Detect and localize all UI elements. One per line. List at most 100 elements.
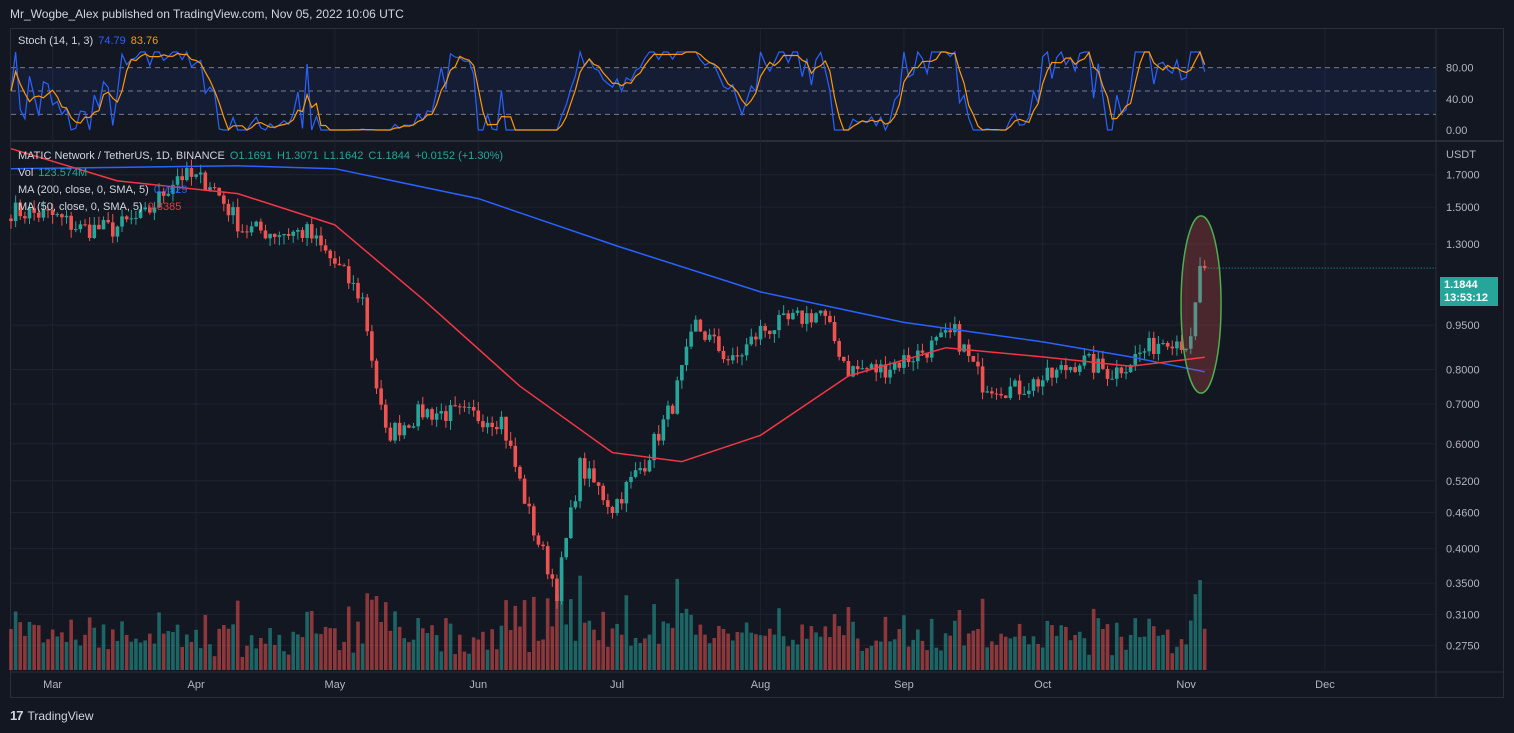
volume-bar: [129, 641, 134, 670]
candle-body: [1128, 364, 1133, 373]
candle-body: [592, 468, 596, 483]
vol-label: Vol: [18, 167, 34, 179]
price-tick-label: 0.7000: [1446, 399, 1480, 411]
volume-bar: [73, 639, 78, 670]
candle-body: [346, 266, 351, 284]
candle-body: [134, 217, 138, 219]
candle-body: [929, 340, 934, 358]
candle-body: [342, 265, 346, 267]
volume-bar: [50, 629, 55, 670]
candle-body: [758, 325, 763, 340]
ma200-legend: MA (200, close, 0, SMA, 5) 0.7929: [18, 184, 193, 196]
volume-bar: [522, 600, 527, 670]
candle-body: [161, 191, 166, 196]
ma50-legend: MA (50, close, 0, SMA, 5) 0.8385: [18, 201, 186, 213]
volume-bar: [494, 649, 499, 670]
candle-body: [666, 405, 670, 420]
candle-body: [259, 221, 263, 231]
candle-body: [291, 231, 296, 236]
volume-bar: [198, 648, 203, 670]
candle-body: [208, 187, 212, 191]
candle-body: [471, 407, 476, 411]
volume-bar: [434, 635, 439, 670]
candle-body: [1133, 353, 1138, 365]
volume-bar: [337, 650, 342, 670]
candle-body: [643, 468, 647, 472]
candle-body: [9, 218, 13, 222]
candle-body: [962, 344, 966, 352]
candle-body: [175, 176, 180, 185]
candle-body: [1031, 379, 1036, 391]
candle-body: [1087, 353, 1091, 356]
volume-bar: [467, 653, 471, 670]
volume-bar: [1128, 634, 1133, 670]
candle-body: [1147, 337, 1151, 352]
candle-body: [147, 207, 152, 213]
candle-body: [323, 245, 328, 251]
volume-bar: [911, 639, 915, 670]
candle-body: [610, 506, 615, 513]
volume-bar: [485, 649, 490, 670]
candle-body: [550, 574, 555, 579]
candle-body: [892, 362, 897, 370]
ma50-value: 0.8385: [147, 201, 182, 213]
time-tick-label: Aug: [751, 679, 771, 691]
volume-bar: [804, 638, 809, 670]
volume-bar: [615, 623, 619, 670]
candle-body: [481, 421, 485, 428]
tradingview-logo-icon: 17: [10, 708, 24, 723]
candle-body: [564, 538, 568, 558]
candle-body: [569, 507, 573, 539]
candle-body: [1045, 367, 1050, 381]
candle-body: [1165, 342, 1170, 347]
candle-body: [1142, 351, 1147, 353]
volume-bar: [897, 629, 902, 670]
breakout-highlight-ellipse: [1180, 215, 1222, 394]
candle-body: [911, 361, 915, 363]
volume-bar: [869, 645, 874, 670]
stoch-k-value: 74.79: [98, 35, 126, 47]
candle-body: [351, 282, 356, 284]
volume-bar: [638, 643, 643, 670]
time-tick-label: Nov: [1176, 679, 1196, 691]
candle-body: [430, 409, 434, 420]
candle-body: [518, 466, 522, 479]
candle-body: [319, 235, 323, 246]
time-tick-label: Oct: [1034, 679, 1051, 691]
volume-bar: [217, 628, 221, 670]
symbol-legend: MATIC Network / TetherUS, 1D, BINANCE O1.…: [18, 150, 508, 162]
volume-bar: [333, 628, 337, 670]
volume-bar: [305, 611, 309, 670]
volume-bar: [124, 634, 129, 670]
candle-body: [527, 503, 531, 507]
candle-body: [476, 410, 481, 422]
candle-body: [245, 231, 249, 233]
volume-bar: [64, 641, 69, 670]
candle-body: [32, 208, 36, 213]
chart-frame[interactable]: [10, 28, 1504, 698]
volume-bar: [425, 633, 430, 670]
candle-body: [83, 224, 87, 226]
candle-body: [754, 336, 758, 340]
volume-bar: [476, 639, 481, 670]
volume-bar: [222, 624, 226, 670]
volume-bar: [83, 634, 87, 670]
candle-body: [920, 350, 925, 353]
volume-bar: [1017, 623, 1022, 670]
bar-countdown: 13:53:12: [1444, 292, 1489, 304]
candle-body: [189, 168, 194, 177]
candle-body: [957, 324, 962, 352]
candle-body: [800, 310, 804, 324]
volume-bar: [212, 656, 217, 670]
candle-body: [157, 191, 161, 208]
volume-bar: [203, 614, 208, 670]
candle-body: [1161, 342, 1165, 344]
volume-bar: [809, 626, 814, 670]
volume-bar: [749, 632, 754, 670]
volume-bar: [906, 646, 911, 670]
volume-bar: [1040, 647, 1045, 670]
volume-bar: [851, 621, 855, 670]
volume-bar: [1175, 646, 1179, 670]
volume-bar: [939, 650, 943, 670]
